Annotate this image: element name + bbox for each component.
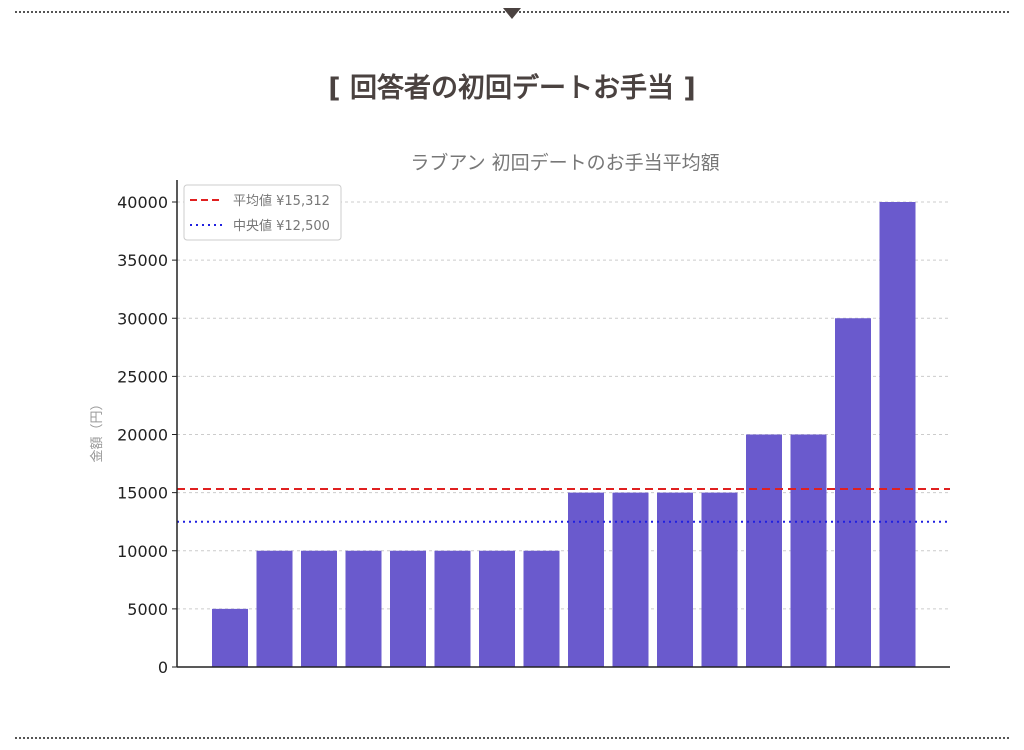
y-tick-label: 10000 xyxy=(117,542,168,561)
bar xyxy=(790,434,827,667)
y-axis-label: 金額（円） xyxy=(89,397,105,462)
legend-median-label: 中央値 ¥12,500 xyxy=(233,218,330,234)
bar xyxy=(345,550,382,667)
bar xyxy=(701,492,738,667)
y-tick-label: 30000 xyxy=(117,309,168,328)
y-tick-label: 35000 xyxy=(117,251,168,270)
bar xyxy=(479,550,515,667)
bar xyxy=(390,550,426,667)
bar xyxy=(746,434,782,667)
section-heading: [ 回答者の初回デートお手当 ] xyxy=(328,73,696,104)
y-tick-label: 0 xyxy=(158,658,168,677)
bar xyxy=(657,492,693,667)
y-tick-label: 40000 xyxy=(117,193,168,212)
bar xyxy=(523,550,560,667)
bar xyxy=(212,608,248,667)
legend-mean-label: 平均値 ¥15,312 xyxy=(233,193,330,209)
bar xyxy=(835,318,871,667)
bar xyxy=(568,492,604,667)
bar xyxy=(256,550,293,667)
y-tick-label: 15000 xyxy=(117,484,168,503)
y-tick-label: 20000 xyxy=(117,426,168,445)
chart-title: ラブアン 初回デートのお手当平均額 xyxy=(410,151,719,174)
bar xyxy=(434,550,471,667)
legend: 平均値 ¥15,312 中央値 ¥12,500 xyxy=(183,184,342,241)
bar xyxy=(879,202,916,667)
y-tick-label: 25000 xyxy=(117,367,168,386)
y-tick-label: 5000 xyxy=(127,600,168,619)
bar xyxy=(612,492,649,667)
bar xyxy=(301,550,337,667)
down-triangle-icon xyxy=(503,8,521,19)
